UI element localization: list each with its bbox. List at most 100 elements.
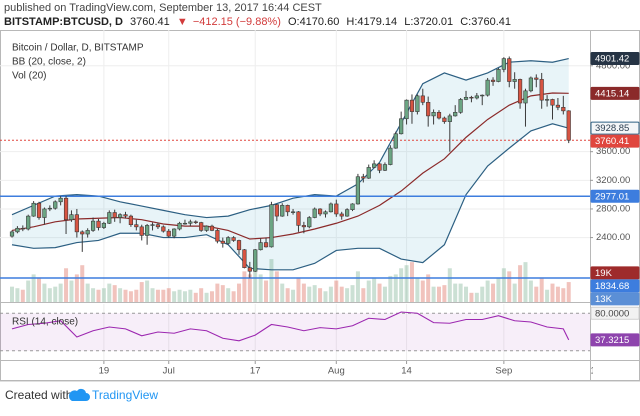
logo-icon	[68, 388, 90, 401]
x-tick-label: Jul	[163, 366, 175, 377]
x-tick-label: 17	[250, 366, 261, 377]
y-tick-label: 2800.00	[596, 203, 630, 214]
candle-body	[339, 213, 344, 217]
volume-bar	[53, 286, 58, 302]
candle-body	[182, 222, 188, 225]
volume-bar	[453, 283, 458, 302]
volume-bar	[253, 262, 258, 302]
candle-body	[204, 225, 209, 231]
open: O:4170.60	[288, 16, 339, 28]
volume-bar	[37, 277, 42, 302]
volume-bar	[26, 280, 31, 302]
price-label: 2977.01	[595, 191, 629, 202]
candle-body	[323, 211, 328, 215]
x-tick-label: Aug	[328, 366, 345, 377]
volume-bar	[334, 280, 339, 302]
candle-body	[242, 249, 247, 268]
bollinger-lower	[11, 123, 569, 271]
volume-bar	[177, 289, 182, 302]
low: L:3720.01	[404, 16, 453, 28]
volume-bar	[15, 288, 20, 302]
candle-body	[393, 133, 398, 149]
volume-bar	[264, 280, 269, 302]
candle-body	[377, 163, 382, 171]
legend-entry: BB (20, close, 2)	[12, 57, 86, 68]
volume-bar	[58, 283, 63, 302]
candle-body	[307, 217, 312, 228]
price-axis: 2400.00 2800.00 3200.00 3600.00 4800.004901.…	[590, 52, 640, 347]
price-label-box	[590, 333, 640, 347]
candle-body	[453, 112, 458, 117]
candle-body	[26, 215, 31, 230]
candle-body	[382, 164, 388, 171]
candle-body	[312, 208, 317, 218]
volume-bar	[242, 271, 247, 302]
main-pane	[0, 30, 590, 302]
price-label: 3760.41	[595, 136, 629, 147]
volume-bar	[339, 286, 344, 302]
footer-brand: TradingView	[92, 388, 158, 402]
candle-body	[263, 242, 269, 248]
candle-body	[53, 201, 58, 209]
candle-body	[436, 112, 442, 119]
volume-bar	[188, 289, 193, 302]
price-label: 3928.85	[595, 123, 629, 134]
candle-body	[188, 221, 193, 224]
candle-body	[480, 94, 485, 97]
volume-bar	[237, 283, 242, 302]
price-label-box	[590, 121, 640, 135]
candle-body	[145, 225, 150, 236]
candle-body	[96, 220, 101, 228]
change-arrow: ▼	[177, 16, 188, 28]
volume-bar	[512, 283, 517, 302]
candle-body	[566, 110, 571, 141]
volume-bar	[442, 285, 447, 302]
x-tick-label: Sep	[495, 366, 512, 377]
y-tick-label: 3600.00	[596, 146, 630, 157]
rsi-band	[0, 313, 590, 351]
y-tick-label: 2400.00	[596, 232, 630, 243]
published-line: published on TradingView.com, September …	[4, 2, 322, 14]
candle-body	[69, 214, 74, 220]
candle-body	[47, 207, 52, 210]
candle-body	[388, 147, 393, 165]
volume-bar	[85, 283, 90, 302]
footer-created: Created with	[5, 388, 72, 402]
volume-bar	[355, 271, 360, 302]
rsi-line	[11, 311, 570, 342]
time-axis: 19 Jul 17 Aug 14 Sep 18	[99, 361, 593, 377]
volume-bar	[199, 288, 204, 302]
last-price: 3760.41	[130, 16, 170, 28]
candle-body	[317, 208, 323, 215]
volume-bar	[496, 277, 501, 302]
volume-bar	[345, 288, 350, 302]
candle-body	[290, 211, 296, 213]
symbol: BITSTAMP:BTCUSD, D	[4, 16, 123, 28]
candle-body	[166, 230, 171, 237]
symbol-line: BITSTAMP:BTCUSD, D 3760.41 ▼ −412.15 (−9…	[4, 16, 511, 28]
volume-bar	[74, 274, 79, 302]
price-label: 1834.68	[595, 281, 629, 292]
candle-body	[550, 99, 555, 106]
price-label-box	[590, 189, 640, 203]
volume-bar	[393, 274, 398, 302]
candle-body	[63, 197, 69, 220]
candle-body	[247, 267, 252, 272]
candle-body	[177, 222, 182, 230]
price-label: 4415.14	[595, 88, 629, 99]
volume-bar	[91, 288, 96, 302]
volume-bar	[539, 277, 544, 302]
volume-bar	[318, 288, 323, 302]
volume-bar	[291, 289, 296, 302]
volume-bar	[404, 265, 409, 302]
candle-body	[193, 221, 198, 223]
price-label: 4901.42	[595, 54, 629, 65]
candle-body	[399, 118, 404, 135]
volume-bar	[480, 286, 485, 302]
candle-body	[366, 167, 371, 179]
price-label-box	[590, 266, 640, 280]
candle-body	[426, 101, 431, 117]
candle-body	[36, 202, 42, 218]
